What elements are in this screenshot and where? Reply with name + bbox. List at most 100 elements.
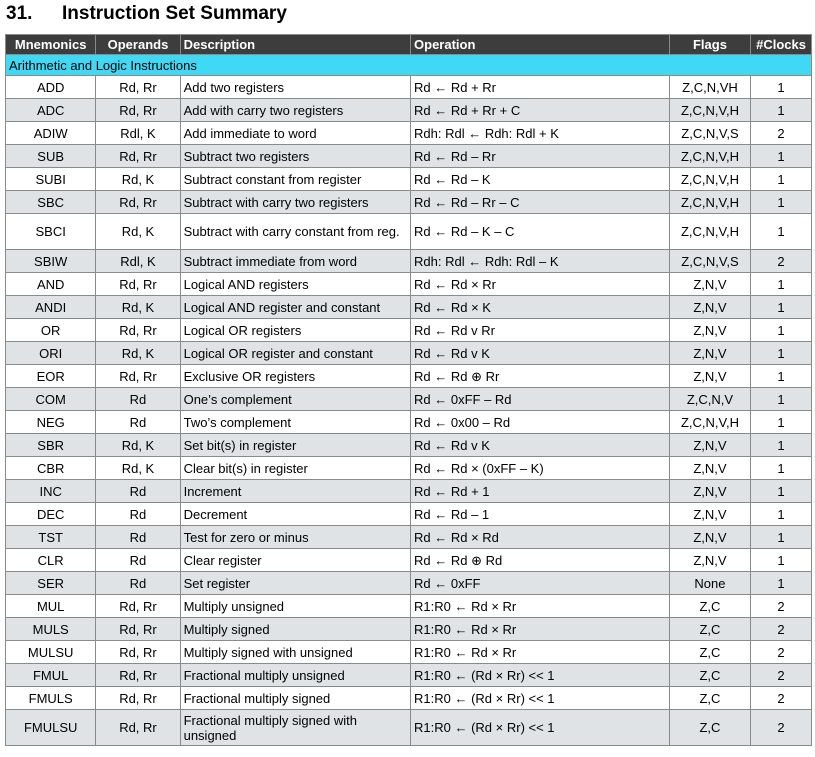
section-row: Arithmetic and Logic Instructions — [6, 55, 812, 76]
table-row: OR Rd, Rr Logical OR registers Rd ← Rd v Rr… — [6, 319, 812, 342]
table-header: Mnemonics Operands Description Operation… — [6, 35, 812, 55]
mnemonic-cell: SUB — [6, 145, 96, 168]
mnemonic-cell: INC — [6, 480, 96, 503]
table-row: MUL Rd, Rr Multiply unsigned R1:R0 ← Rd × R… — [6, 595, 812, 618]
table-row: SBC Rd, Rr Subtract with carry two registe… — [6, 191, 812, 214]
clocks-cell: 1 — [751, 411, 812, 434]
operands-cell: Rd, Rr — [96, 710, 180, 746]
mnemonic-cell: MULS — [6, 618, 96, 641]
flags-cell: None — [669, 572, 750, 595]
operation-cell: Rd ← Rd × Rd — [411, 526, 670, 549]
mnemonic-cell: AND — [6, 273, 96, 296]
operation-cell: R1:R0 ← Rd × Rr — [411, 618, 670, 641]
table-row: AND Rd, Rr Logical AND registers Rd ← Rd × … — [6, 273, 812, 296]
operands-cell: Rd, Rr — [96, 319, 180, 342]
table-row: SUBI Rd, K Subtract constant from register… — [6, 168, 812, 191]
description-cell: Logical AND register and constant — [180, 296, 410, 319]
section-heading: 31. Instruction Set Summary — [6, 3, 287, 25]
description-cell: Exclusive OR registers — [180, 365, 410, 388]
description-cell: Subtract immediate from word — [180, 250, 410, 273]
table-row: FMULS Rd, Rr Fractional multiply signed R1:… — [6, 687, 812, 710]
operation-cell: Rd ← Rd – K — [411, 168, 670, 191]
clocks-cell: 1 — [751, 273, 812, 296]
table-row: SBCI Rd, K Subtract with carry constant fr… — [6, 214, 812, 250]
operands-cell: Rd, Rr — [96, 687, 180, 710]
clocks-cell: 1 — [751, 168, 812, 191]
mnemonic-cell: ANDI — [6, 296, 96, 319]
clocks-cell: 1 — [751, 365, 812, 388]
clocks-cell: 1 — [751, 191, 812, 214]
flags-cell: Z,N,V — [669, 342, 750, 365]
clocks-cell: 1 — [751, 572, 812, 595]
operation-cell: Rd ← Rd ⊕ Rr — [411, 365, 670, 388]
operation-cell: R1:R0 ← (Rd × Rr) << 1 — [411, 710, 670, 746]
flags-cell: Z,C,N,V,H — [669, 214, 750, 250]
mnemonic-cell: SBC — [6, 191, 96, 214]
operation-cell: Rd ← Rd v K — [411, 434, 670, 457]
description-cell: Add immediate to word — [180, 122, 410, 145]
operation-cell: Rd ← Rd – Rr – C — [411, 191, 670, 214]
operands-cell: Rd, K — [96, 214, 180, 250]
description-cell: Logical OR register and constant — [180, 342, 410, 365]
operands-cell: Rd, K — [96, 168, 180, 191]
operation-cell: Rd ← 0x00 – Rd — [411, 411, 670, 434]
operation-cell: Rd ← Rd × Rr — [411, 273, 670, 296]
header-operands: Operands — [96, 35, 180, 55]
flags-cell: Z,C,N,VH — [669, 76, 750, 99]
operands-cell: Rd — [96, 526, 180, 549]
operation-cell: R1:R0 ← (Rd × Rr) << 1 — [411, 664, 670, 687]
operands-cell: Rd — [96, 572, 180, 595]
header-mnemonics: Mnemonics — [6, 35, 96, 55]
mnemonic-cell: SUBI — [6, 168, 96, 191]
mnemonic-cell: DEC — [6, 503, 96, 526]
table-row: MULS Rd, Rr Multiply signed R1:R0 ← Rd × Rr… — [6, 618, 812, 641]
description-cell: Multiply signed — [180, 618, 410, 641]
header-clocks: #Clocks — [751, 35, 812, 55]
operation-cell: Rd ← Rd v K — [411, 342, 670, 365]
clocks-cell: 1 — [751, 76, 812, 99]
clocks-cell: 1 — [751, 549, 812, 572]
table-row: INC Rd Increment Rd ← Rd + 1 Z,N,V 1 — [6, 480, 812, 503]
description-cell: Clear register — [180, 549, 410, 572]
operation-cell: Rd ← Rd × K — [411, 296, 670, 319]
clocks-cell: 1 — [751, 480, 812, 503]
flags-cell: Z,N,V — [669, 365, 750, 388]
operands-cell: Rd, Rr — [96, 191, 180, 214]
flags-cell: Z,C,N,V,H — [669, 145, 750, 168]
table-row: CBR Rd, K Clear bit(s) in register Rd ← Rd … — [6, 457, 812, 480]
table-row: ORI Rd, K Logical OR register and constant… — [6, 342, 812, 365]
operands-cell: Rd, Rr — [96, 618, 180, 641]
table-row: CLR Rd Clear register Rd ← Rd ⊕ Rd Z,N,V 1 — [6, 549, 812, 572]
description-cell: Two’s complement — [180, 411, 410, 434]
description-cell: Multiply signed with unsigned — [180, 641, 410, 664]
description-cell: Subtract with carry constant from reg. — [180, 214, 410, 250]
clocks-cell: 1 — [751, 434, 812, 457]
operation-cell: Rdh: Rdl ← Rdh: Rdl + K — [411, 122, 670, 145]
operands-cell: Rd, Rr — [96, 99, 180, 122]
mnemonic-cell: OR — [6, 319, 96, 342]
mnemonic-cell: ADC — [6, 99, 96, 122]
operands-cell: Rd — [96, 388, 180, 411]
clocks-cell: 2 — [751, 710, 812, 746]
table-row: SBR Rd, K Set bit(s) in register Rd ← Rd v … — [6, 434, 812, 457]
operands-cell: Rd, Rr — [96, 664, 180, 687]
operation-cell: R1:R0 ← Rd × Rr — [411, 595, 670, 618]
mnemonic-cell: ADD — [6, 76, 96, 99]
description-cell: Subtract with carry two registers — [180, 191, 410, 214]
description-cell: Fractional multiply signed — [180, 687, 410, 710]
flags-cell: Z,N,V — [669, 457, 750, 480]
mnemonic-cell: FMULS — [6, 687, 96, 710]
instruction-set-table: Mnemonics Operands Description Operation… — [5, 34, 812, 746]
mnemonic-cell: MULSU — [6, 641, 96, 664]
table-row: DEC Rd Decrement Rd ← Rd – 1 Z,N,V 1 — [6, 503, 812, 526]
section-number: 31. — [6, 3, 62, 25]
clocks-cell: 2 — [751, 641, 812, 664]
operation-cell: Rd ← Rd – Rr — [411, 145, 670, 168]
flags-cell: Z,C,N,V,H — [669, 99, 750, 122]
clocks-cell: 1 — [751, 388, 812, 411]
clocks-cell: 2 — [751, 250, 812, 273]
flags-cell: Z,C,N,V — [669, 388, 750, 411]
clocks-cell: 2 — [751, 664, 812, 687]
mnemonic-cell: ADIW — [6, 122, 96, 145]
table-row: SBIW Rdl, K Subtract immediate from word Rd… — [6, 250, 812, 273]
